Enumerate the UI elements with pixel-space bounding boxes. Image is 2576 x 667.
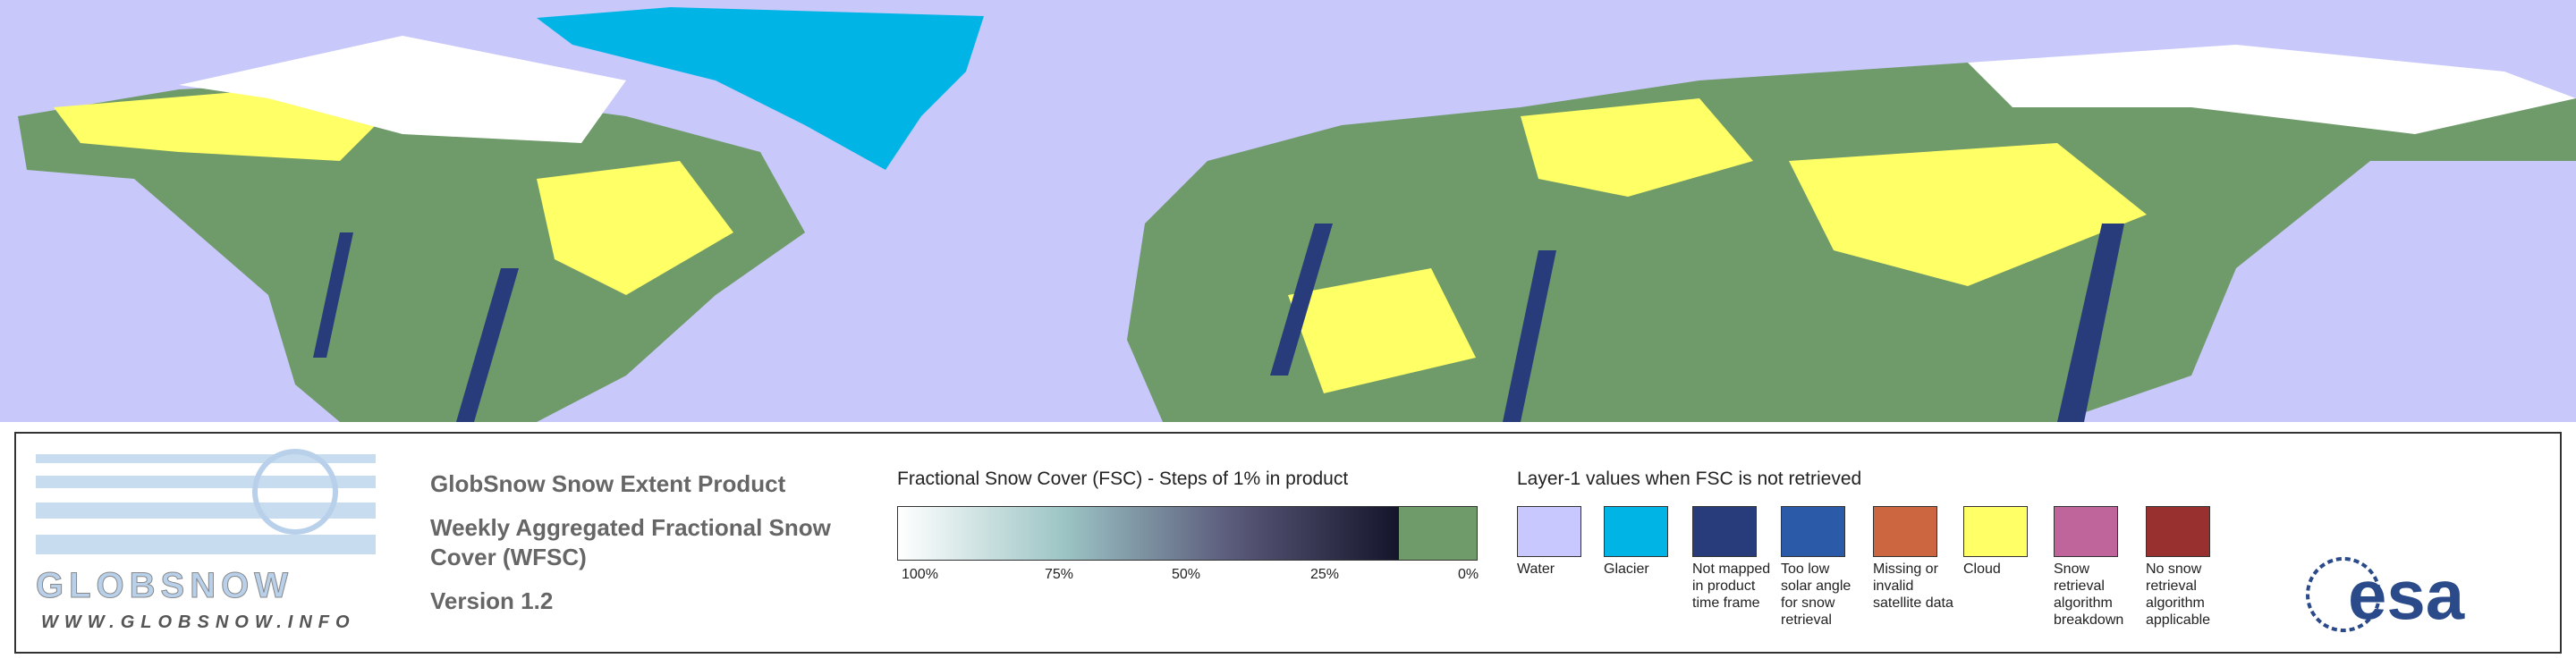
na-cloud	[537, 161, 733, 295]
eurasia-cloud	[1288, 268, 1476, 393]
legend-swatch	[1692, 506, 1757, 557]
na-snow	[179, 36, 626, 143]
north-america	[18, 80, 805, 422]
eurasia-cloud	[1521, 98, 1753, 197]
logo-bar	[36, 535, 376, 554]
layer1-title: Layer-1 values when FSC is not retrieved	[1517, 469, 1862, 489]
unmapped-stripe	[313, 232, 353, 358]
legend-swatch	[1873, 506, 1937, 557]
fsc-label: 100%	[902, 567, 938, 582]
legend-swatch	[1963, 506, 2028, 557]
snowflake	[252, 449, 338, 535]
legend-label: Glacier	[1604, 561, 1649, 577]
legend-label: No snow retrieval algorithm applicable	[2146, 561, 2211, 628]
esa-logo: esa	[2306, 555, 2465, 634]
legend-swatch	[2146, 506, 2210, 557]
globsnow-logo: GLOBSNOW WWW.GLOBSNOW.INFO	[36, 449, 376, 632]
fsc-title: Fractional Snow Cover (FSC) - Steps of 1…	[897, 469, 1349, 489]
legend-swatch	[1517, 506, 1581, 557]
fsc-label: 75%	[1045, 567, 1074, 582]
legend-panel	[14, 432, 2562, 654]
logo-bar	[36, 476, 376, 488]
unmapped-stripe	[1503, 250, 1556, 422]
snow-map	[0, 0, 2576, 422]
unmapped-stripe	[1270, 224, 1333, 376]
legend-label: Missing or invalid satellite data	[1873, 561, 1953, 611]
esa-text: esa	[2348, 555, 2465, 634]
legend-swatch	[2054, 506, 2118, 557]
fsc-zero	[1399, 507, 1477, 560]
legend-swatch	[1604, 506, 1668, 557]
legend-label: Too low solar angle for snow retrieval	[1781, 561, 1852, 628]
legend-label: Snow retrieval algorithm breakdown	[2054, 561, 2124, 628]
logo-bar	[36, 454, 376, 463]
product-version: Version 1.2	[430, 587, 554, 614]
product-title: GlobSnow Snow Extent Product	[430, 470, 786, 497]
unmapped-stripe	[2057, 224, 2124, 422]
logo-bar	[36, 502, 376, 519]
fsc-gradient	[898, 507, 1399, 560]
product-subtitle: Weekly Aggregated Fractional Snow Cover …	[430, 514, 831, 570]
fsc-label: 25%	[1310, 567, 1340, 582]
unmapped-stripe	[456, 268, 519, 422]
eurasia-snow	[1968, 45, 2576, 134]
logo-name: GLOBSNOW	[36, 566, 293, 605]
logo-url: WWW.GLOBSNOW.INFO	[41, 612, 356, 632]
legend-label: Not mapped in product time frame	[1692, 561, 1771, 611]
legend-label: Water	[1517, 561, 1555, 577]
esa-mark	[2306, 557, 2381, 632]
eurasia-cloud	[1789, 143, 2147, 286]
fsc-label: 0%	[1458, 567, 1479, 582]
fsc-label: 50%	[1172, 567, 1201, 582]
greenland	[537, 7, 984, 170]
legend-swatch	[1781, 506, 1845, 557]
na-cloud	[54, 89, 376, 161]
legend-label: Cloud	[1963, 561, 2001, 577]
fsc-colorbar	[897, 506, 1478, 561]
